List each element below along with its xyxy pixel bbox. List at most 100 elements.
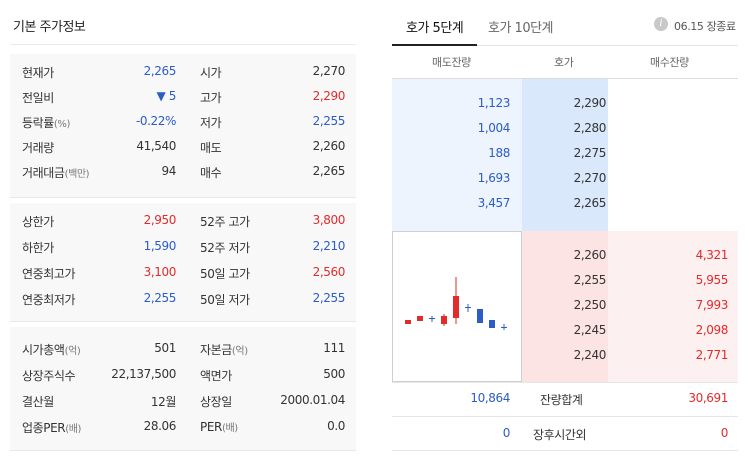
info-row: 상장주식수 22,137,500 액면가 500 (10, 365, 356, 385)
info-row: 등락률(%) -0.22% 저가 2,255 (10, 112, 356, 132)
title-divider (10, 44, 356, 45)
info-label: 매도 (200, 139, 222, 156)
info-row: 연중최고가 3,100 50일 고가 2,560 (10, 263, 356, 283)
total-label: 잔량합계 (540, 393, 583, 407)
info-label-text: PER (200, 420, 222, 434)
info-value: 2,210 (312, 239, 346, 253)
ask-volume-cell: 1,004 (477, 121, 511, 135)
info-label: 시가 (200, 64, 222, 81)
info-label: 저가 (200, 114, 222, 131)
info-label-unit: (배) (221, 423, 238, 434)
info-value: 3,800 (312, 213, 346, 227)
info-value: -0.22% (135, 114, 176, 128)
bid-price-cell: 2,260 (573, 248, 607, 262)
tab-orderbook-5[interactable]: 호가 5단계 (406, 21, 464, 36)
after-hours-divider (392, 450, 738, 451)
info-label-text: 상한가 (22, 215, 54, 229)
ask-price-column (522, 79, 608, 231)
info-label: 등락률(%) (22, 114, 70, 131)
info-label-text: 자본금 (200, 343, 232, 357)
candle (489, 320, 495, 328)
info-label-text: 52주 고가 (200, 215, 250, 229)
info-label-text: 상장주식수 (22, 369, 76, 383)
header-price: 호가 (554, 56, 574, 69)
info-label-text: 고가 (200, 91, 222, 105)
info-label: 액면가 (200, 367, 232, 384)
orderbook-panel: 호가 5단계 호가 10단계 i 06.15 장종료 매도잔량 호가 매수잔량 … (392, 0, 738, 458)
after-hours-bid-volume: 0 (720, 426, 729, 440)
info-value: 2,265 (143, 64, 177, 78)
candle (417, 316, 423, 321)
info-row: 하한가 1,590 52주 저가 2,210 (10, 237, 356, 257)
info-value: ▼ 5 (156, 89, 177, 103)
bid-volume-cell: 5,955 (695, 273, 729, 287)
info-label: 업종PER(배) (22, 419, 81, 436)
info-label: 고가 (200, 89, 222, 106)
info-value: 2,560 (312, 265, 346, 279)
info-label-text: 저가 (200, 116, 222, 130)
info-value: 2,255 (143, 291, 177, 305)
info-label-unit: (%) (53, 119, 71, 130)
info-value: 41,540 (136, 139, 176, 153)
candle (429, 316, 435, 322)
ask-price-cell: 2,275 (573, 146, 607, 160)
candle (501, 324, 507, 330)
market-status: 06.15 장종료 (674, 20, 736, 33)
bid-price-cell: 2,245 (573, 323, 607, 337)
info-label-text: 50일 저가 (200, 293, 250, 307)
info-row: 현재가 2,265 시가 2,270 (10, 62, 356, 82)
tab-baseline (392, 45, 738, 46)
header-ask-volume: 매도잔량 (432, 56, 471, 69)
info-icon[interactable]: i (654, 17, 668, 31)
info-label-text: 등락률 (22, 116, 54, 130)
ask-volume-cell: 3,457 (477, 196, 511, 210)
bid-volume-column (608, 231, 738, 382)
info-label-text: 시가총액 (22, 343, 65, 357)
info-label-text: 현재가 (22, 66, 54, 80)
tab-orderbook-10[interactable]: 호가 10단계 (488, 21, 554, 36)
info-value: 2,255 (312, 114, 346, 128)
info-label: 거래량 (22, 139, 54, 156)
section-divider (10, 321, 356, 322)
info-value: 111 (323, 341, 345, 355)
ask-volume-cell: 1,693 (477, 171, 511, 185)
candle (453, 277, 459, 324)
section-divider (10, 197, 356, 198)
info-value: 2,950 (143, 213, 177, 227)
info-label-text: 결산월 (22, 395, 54, 409)
bid-volume-cell: 4,321 (695, 248, 729, 262)
info-label-text: 액면가 (200, 369, 232, 383)
info-row: 시가총액(억) 501 자본금(억) 111 (10, 339, 356, 359)
info-value: 28.06 (143, 419, 177, 433)
info-row: 거래대금(백만) 94 매수 2,265 (10, 162, 356, 182)
bid-price-cell: 2,240 (573, 348, 607, 362)
info-row: 연중최저가 2,255 50일 저가 2,255 (10, 289, 356, 309)
candle (477, 309, 483, 323)
info-label: 50일 고가 (200, 265, 250, 282)
total-ask-volume: 10,864 (470, 391, 510, 405)
info-value: 2,255 (312, 291, 346, 305)
active-tab-indicator (392, 44, 477, 46)
header-divider (392, 78, 738, 79)
info-value: 2000.01.04 (280, 393, 345, 407)
after-hours-label: 장후시간외 (533, 428, 587, 442)
info-label: 52주 고가 (200, 213, 250, 230)
bid-volume-cell: 2,098 (695, 323, 729, 337)
info-value: 2,265 (312, 164, 346, 178)
info-label: 50일 저가 (200, 291, 250, 308)
candle-chart-svg (405, 277, 507, 330)
info-label-text: 상장일 (200, 395, 232, 409)
info-label: 52주 저가 (200, 239, 250, 256)
ask-price-cell: 2,290 (573, 96, 607, 110)
info-value: 94 (161, 164, 177, 178)
price-summary-section: 현재가 2,265 시가 2,270 전일비 ▼ 5 고가 2,290 등락률(%) -0.22%… (10, 54, 356, 197)
info-label-unit: (억) (231, 346, 248, 357)
info-row: 상한가 2,950 52주 고가 3,800 (10, 211, 356, 231)
header-bid-volume: 매수잔량 (650, 56, 689, 69)
info-value: 22,137,500 (111, 367, 176, 381)
info-label: 전일비 (22, 89, 54, 106)
info-label: 연중최저가 (22, 291, 76, 308)
info-value: 500 (323, 367, 345, 381)
info-label: 자본금(억) (200, 341, 248, 358)
candle (405, 320, 411, 324)
